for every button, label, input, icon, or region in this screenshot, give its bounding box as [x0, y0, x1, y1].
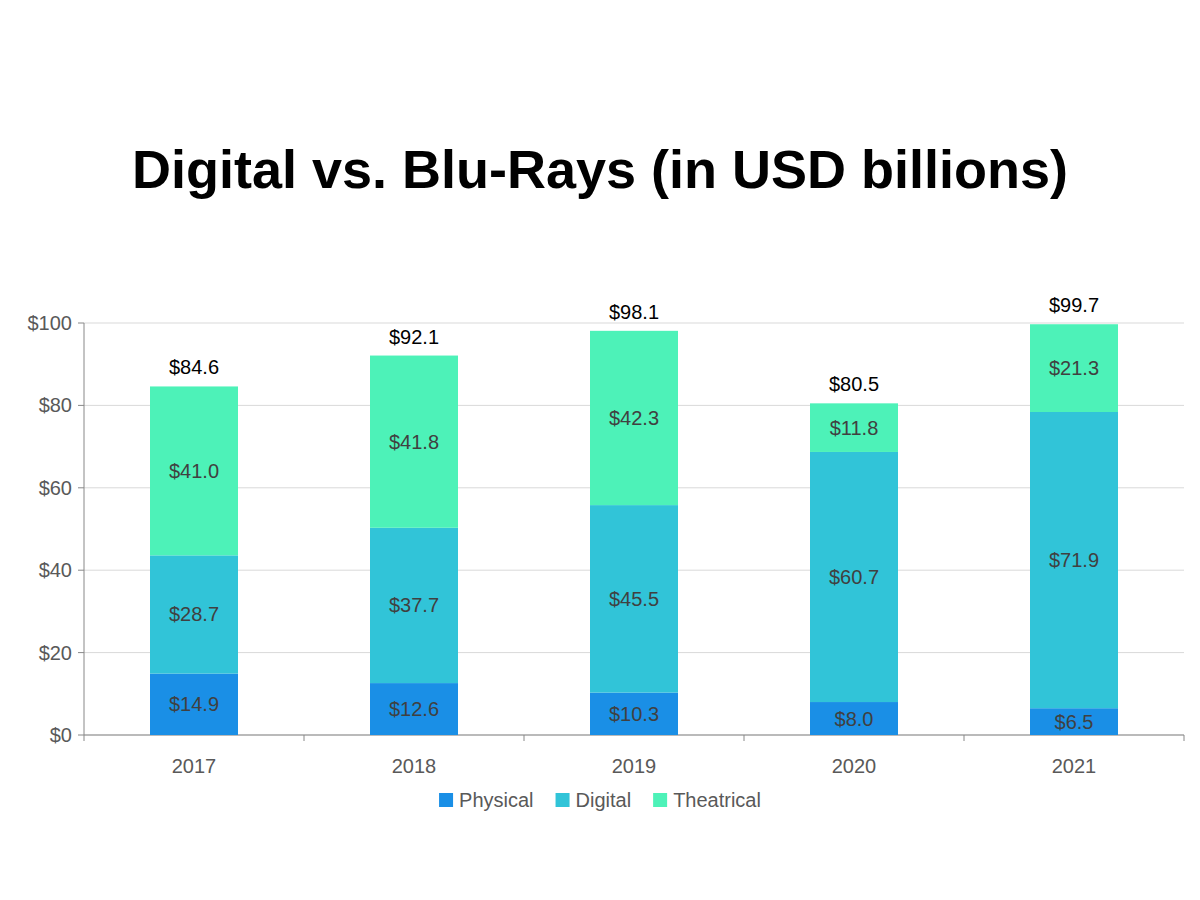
y-tick-mark	[78, 405, 84, 406]
x-tick-label: 2018	[392, 755, 437, 777]
total-label: $99.7	[1049, 294, 1099, 316]
legend-swatch	[556, 793, 570, 807]
data-label: $28.7	[169, 603, 219, 625]
bar-segment	[810, 702, 898, 735]
y-tick-mark	[78, 735, 84, 736]
data-label: $10.3	[609, 703, 659, 725]
x-tick-mark	[84, 735, 85, 741]
x-tick-mark	[744, 735, 745, 741]
bar-segment	[810, 403, 898, 452]
data-label: $60.7	[829, 566, 879, 588]
title: Digital vs. Blu-Rays (in USD billions)	[132, 139, 1068, 199]
bar-segment	[370, 356, 458, 528]
data-label: $45.5	[609, 588, 659, 610]
total-label: $80.5	[829, 373, 879, 395]
data-label: $71.9	[1049, 549, 1099, 571]
bar-segment	[370, 683, 458, 735]
data-label: $41.8	[389, 431, 439, 453]
data-label: $14.9	[169, 693, 219, 715]
bar-segment	[810, 452, 898, 702]
y-tick-label: $20	[39, 642, 72, 664]
y-tick-mark	[78, 323, 84, 324]
grid	[78, 323, 1184, 735]
legend-label: Digital	[576, 789, 632, 811]
y-tick-label: $40	[39, 559, 72, 581]
data-label: $21.3	[1049, 357, 1099, 379]
bar-segment	[590, 505, 678, 692]
y-tick-mark	[78, 570, 84, 571]
x-tick-mark	[964, 735, 965, 741]
y-tick-label: $80	[39, 394, 72, 416]
data-label: $6.5	[1055, 711, 1094, 733]
data-label: $41.0	[169, 460, 219, 482]
x-tick-mark	[524, 735, 525, 741]
total-label: $84.6	[169, 356, 219, 378]
total-label: $98.1	[609, 301, 659, 323]
y-tick-label: $100	[28, 312, 73, 334]
bar-segment	[1030, 412, 1118, 708]
legend-label: Physical	[459, 789, 533, 811]
data-label: $11.8	[830, 417, 879, 439]
data-label: $12.6	[389, 698, 439, 720]
x-tick-label: 2020	[832, 755, 877, 777]
bar-segment	[370, 528, 458, 683]
y-axis	[84, 323, 85, 735]
chart: Digital vs. Blu-Rays (in USD billions) $0…	[0, 0, 1200, 900]
y-tick-label: $60	[39, 477, 72, 499]
bar-segment	[150, 555, 238, 673]
y-tick-mark	[78, 652, 84, 653]
bar-segment	[150, 386, 238, 555]
bar-segment	[1030, 708, 1118, 735]
legend: Physical Digital Theatrical	[439, 789, 761, 811]
legend-swatch	[439, 793, 453, 807]
bars	[150, 324, 1118, 735]
data-label: $37.7	[389, 594, 439, 616]
x-tick-mark	[1184, 735, 1185, 741]
x-tick-label: 2019	[612, 755, 657, 777]
bar-segment	[1030, 324, 1118, 412]
bar-segment	[590, 693, 678, 735]
data-labels: $14.9 $12.6 $10.3 $8.0 $6.5 $28.7 $37.7 $45.5 $6…	[169, 357, 1099, 732]
legend-swatch	[653, 793, 667, 807]
legend-label: Theatrical	[673, 789, 761, 811]
y-tick-mark	[78, 487, 84, 488]
data-label: $42.3	[609, 407, 659, 429]
bar-segment	[590, 331, 678, 505]
bar-segment	[150, 674, 238, 735]
x-tick-mark	[304, 735, 305, 741]
x-tick-label: 2021	[1052, 755, 1097, 777]
background	[0, 0, 1200, 900]
total-label: $92.1	[389, 326, 439, 348]
y-tick-label: $0	[50, 724, 72, 746]
data-label: $8.0	[835, 708, 874, 730]
x-tick-label: 2017	[172, 755, 217, 777]
